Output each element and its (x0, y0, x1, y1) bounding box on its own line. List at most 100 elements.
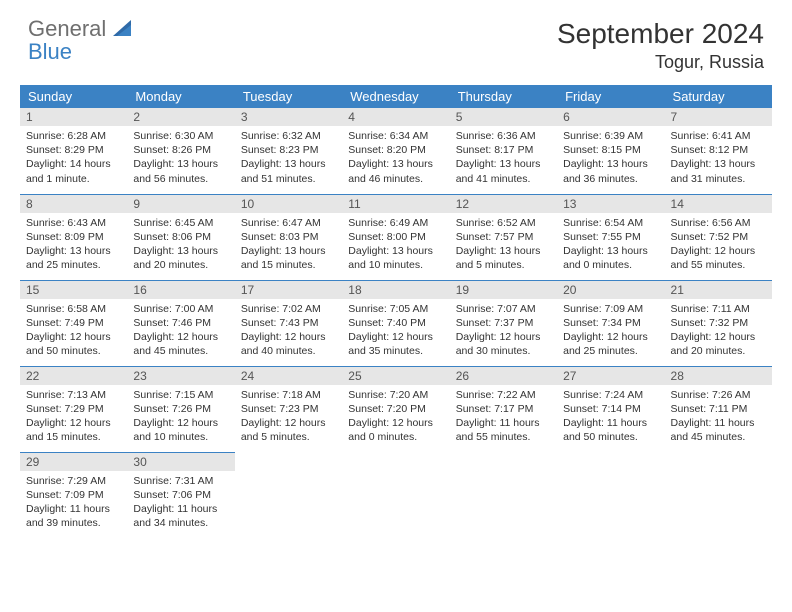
day-content: Sunrise: 7:29 AMSunset: 7:09 PMDaylight:… (20, 471, 127, 535)
day-number: 14 (665, 195, 772, 213)
calendar-day-cell: 5Sunrise: 6:36 AMSunset: 8:17 PMDaylight… (450, 108, 557, 194)
sunset-text: Sunset: 7:34 PM (563, 316, 658, 330)
daylight-text: Daylight: 13 hours and 5 minutes. (456, 244, 551, 272)
sunset-text: Sunset: 8:15 PM (563, 143, 658, 157)
day-content: Sunrise: 7:24 AMSunset: 7:14 PMDaylight:… (557, 385, 664, 449)
sunset-text: Sunset: 8:09 PM (26, 230, 121, 244)
day-number: 26 (450, 367, 557, 385)
calendar-day-cell: 7Sunrise: 6:41 AMSunset: 8:12 PMDaylight… (665, 108, 772, 194)
calendar-day-cell: 16 Sunrise: 7:00 AMSunset: 7:46 PMDayligh… (127, 280, 234, 366)
sunset-text: Sunset: 7:26 PM (133, 402, 228, 416)
calendar-day-cell: 27Sunrise: 7:24 AMSunset: 7:14 PMDayligh… (557, 366, 664, 452)
calendar-week-row: 29Sunrise: 7:29 AMSunset: 7:09 PMDayligh… (20, 452, 772, 538)
calendar-day-cell: 15Sunrise: 6:58 AMSunset: 7:49 PMDayligh… (20, 280, 127, 366)
day-number: 13 (557, 195, 664, 213)
sunrise-text: Sunrise: 6:32 AM (241, 129, 336, 143)
day-content: Sunrise: 6:47 AMSunset: 8:03 PMDaylight:… (235, 213, 342, 277)
daylight-text: Daylight: 12 hours and 45 minutes. (133, 330, 228, 358)
sunrise-text: Sunrise: 7:31 AM (133, 474, 228, 488)
sunrise-text: Sunrise: 7:20 AM (348, 388, 443, 402)
sunset-text: Sunset: 7:52 PM (671, 230, 766, 244)
calendar-day-cell: 18Sunrise: 7:05 AMSunset: 7:40 PMDayligh… (342, 280, 449, 366)
day-content: Sunrise: 7:09 AMSunset: 7:34 PMDaylight:… (557, 299, 664, 363)
calendar-day-cell (342, 452, 449, 538)
logo-sail-icon (113, 23, 135, 40)
daylight-text: Daylight: 12 hours and 35 minutes. (348, 330, 443, 358)
day-number: 10 (235, 195, 342, 213)
calendar-day-cell: 14Sunrise: 6:56 AMSunset: 7:52 PMDayligh… (665, 194, 772, 280)
day-number: 15 (20, 281, 127, 299)
col-friday: Friday (557, 85, 664, 108)
sunset-text: Sunset: 8:03 PM (241, 230, 336, 244)
sunrise-text: Sunrise: 7:07 AM (456, 302, 551, 316)
daylight-text: Daylight: 13 hours and 25 minutes. (26, 244, 121, 272)
sunset-text: Sunset: 7:43 PM (241, 316, 336, 330)
sunset-text: Sunset: 7:06 PM (133, 488, 228, 502)
calendar-day-cell: 20Sunrise: 7:09 AMSunset: 7:34 PMDayligh… (557, 280, 664, 366)
day-number: 11 (342, 195, 449, 213)
day-content: Sunrise: 7:07 AMSunset: 7:37 PMDaylight:… (450, 299, 557, 363)
day-number: 29 (20, 453, 127, 471)
sunset-text: Sunset: 7:37 PM (456, 316, 551, 330)
day-number: 8 (20, 195, 127, 213)
calendar-day-cell: 19Sunrise: 7:07 AMSunset: 7:37 PMDayligh… (450, 280, 557, 366)
day-content: Sunrise: 6:41 AMSunset: 8:12 PMDaylight:… (665, 126, 772, 190)
day-number: 23 (127, 367, 234, 385)
sunset-text: Sunset: 7:29 PM (26, 402, 121, 416)
calendar-day-cell: 6Sunrise: 6:39 AMSunset: 8:15 PMDaylight… (557, 108, 664, 194)
calendar-week-row: 1Sunrise: 6:28 AMSunset: 8:29 PMDaylight… (20, 108, 772, 194)
sunset-text: Sunset: 8:00 PM (348, 230, 443, 244)
daylight-text: Daylight: 12 hours and 10 minutes. (133, 416, 228, 444)
day-number: 6 (557, 108, 664, 126)
daylight-text: Daylight: 12 hours and 20 minutes. (671, 330, 766, 358)
calendar-week-row: 22Sunrise: 7:13 AMSunset: 7:29 PMDayligh… (20, 366, 772, 452)
page-header: General Blue September 2024 Togur, Russi… (0, 0, 792, 79)
col-thursday: Thursday (450, 85, 557, 108)
daylight-text: Daylight: 11 hours and 34 minutes. (133, 502, 228, 530)
col-wednesday: Wednesday (342, 85, 449, 108)
sunset-text: Sunset: 7:11 PM (671, 402, 766, 416)
day-content: Sunrise: 7:13 AMSunset: 7:29 PMDaylight:… (20, 385, 127, 449)
day-number: 3 (235, 108, 342, 126)
daylight-text: Daylight: 13 hours and 0 minutes. (563, 244, 658, 272)
sunrise-text: Sunrise: 7:26 AM (671, 388, 766, 402)
sunset-text: Sunset: 7:46 PM (133, 316, 228, 330)
sunrise-text: Sunrise: 7:22 AM (456, 388, 551, 402)
col-monday: Monday (127, 85, 234, 108)
daylight-text: Daylight: 11 hours and 55 minutes. (456, 416, 551, 444)
day-content: Sunrise: 7:22 AMSunset: 7:17 PMDaylight:… (450, 385, 557, 449)
calendar-day-cell: 10Sunrise: 6:47 AMSunset: 8:03 PMDayligh… (235, 194, 342, 280)
daylight-text: Daylight: 12 hours and 40 minutes. (241, 330, 336, 358)
sunrise-text: Sunrise: 7:29 AM (26, 474, 121, 488)
sunrise-text: Sunrise: 7:24 AM (563, 388, 658, 402)
day-content: Sunrise: 6:30 AMSunset: 8:26 PMDaylight:… (127, 126, 234, 190)
calendar-day-cell: 8Sunrise: 6:43 AMSunset: 8:09 PMDaylight… (20, 194, 127, 280)
calendar-day-cell (235, 452, 342, 538)
month-title: September 2024 (557, 18, 764, 50)
sunrise-text: Sunrise: 7:00 AM (133, 302, 228, 316)
daylight-text: Daylight: 12 hours and 25 minutes. (563, 330, 658, 358)
day-number: 4 (342, 108, 449, 126)
calendar-day-cell: 22Sunrise: 7:13 AMSunset: 7:29 PMDayligh… (20, 366, 127, 452)
day-content: Sunrise: 6:36 AMSunset: 8:17 PMDaylight:… (450, 126, 557, 190)
day-number: 25 (342, 367, 449, 385)
calendar-day-cell: 1Sunrise: 6:28 AMSunset: 8:29 PMDaylight… (20, 108, 127, 194)
calendar-day-cell: 26Sunrise: 7:22 AMSunset: 7:17 PMDayligh… (450, 366, 557, 452)
day-number: 19 (450, 281, 557, 299)
calendar-day-cell: 24Sunrise: 7:18 AMSunset: 7:23 PMDayligh… (235, 366, 342, 452)
calendar-day-cell: 4Sunrise: 6:34 AMSunset: 8:20 PMDaylight… (342, 108, 449, 194)
day-number: 1 (20, 108, 127, 126)
logo-text-block: General Blue (28, 18, 135, 64)
day-number: 24 (235, 367, 342, 385)
day-number: 2 (127, 108, 234, 126)
sunset-text: Sunset: 7:17 PM (456, 402, 551, 416)
day-content: Sunrise: 6:49 AMSunset: 8:00 PMDaylight:… (342, 213, 449, 277)
daylight-text: Daylight: 13 hours and 15 minutes. (241, 244, 336, 272)
col-sunday: Sunday (20, 85, 127, 108)
calendar-day-cell: 21Sunrise: 7:11 AMSunset: 7:32 PMDayligh… (665, 280, 772, 366)
sunset-text: Sunset: 8:23 PM (241, 143, 336, 157)
daylight-text: Daylight: 13 hours and 41 minutes. (456, 157, 551, 185)
sunset-text: Sunset: 8:20 PM (348, 143, 443, 157)
sunrise-text: Sunrise: 6:45 AM (133, 216, 228, 230)
day-number: 16 (127, 281, 234, 299)
